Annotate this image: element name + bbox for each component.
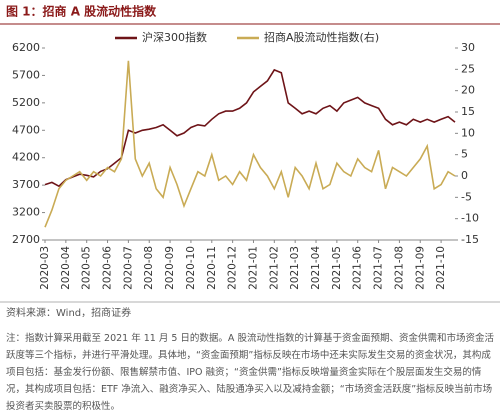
x-tick-label: 2021-06 — [352, 246, 364, 290]
x-tick-label: 2021-08 — [393, 246, 405, 290]
x-tick-label: 2020-06 — [102, 246, 114, 290]
x-tick-label: 2020-07 — [122, 246, 134, 290]
x-tick-label: 2021-07 — [373, 246, 385, 290]
y2-tick-label: 10 — [461, 126, 475, 139]
source: 资料来源：Wind，招商证券 — [6, 306, 131, 319]
y2-tick-label: 20 — [461, 84, 475, 97]
x-tick-label: 2020-12 — [227, 246, 239, 290]
y2-tick-label: -15 — [461, 233, 479, 246]
page: {"chart_data": {"type": "line", "title":… — [0, 3, 500, 412]
y2-tick-label: 25 — [461, 62, 475, 75]
y-tick-label: 4200 — [12, 151, 40, 164]
y-tick-label: 5200 — [12, 96, 40, 109]
x-tick-label: 2021-04 — [310, 246, 322, 290]
x-tick-label: 2021-01 — [247, 246, 259, 290]
x-tick-label: 2020-03 — [39, 246, 51, 290]
y2-tick-label: -5 — [461, 190, 472, 203]
x-tick-label: 2021-09 — [414, 246, 426, 290]
x-tick-label: 2020-08 — [143, 246, 155, 290]
x-tick-label: 2020-05 — [81, 246, 93, 290]
x-tick-label: 2021-05 — [331, 246, 343, 290]
x-tick-label: 2020-09 — [164, 246, 176, 290]
y-tick-label: 3700 — [12, 178, 40, 191]
x-tick-label: 2020-11 — [206, 246, 218, 290]
x-tick-label: 2021-02 — [268, 246, 280, 290]
x-tick-label: 2020-10 — [185, 246, 197, 290]
x-tick-label: 2020-04 — [60, 246, 72, 290]
line-series — [44, 68, 456, 188]
note: 注：指数计算采用截至 2021 年 11 月 5 日的数据。A 股流动性指数的计… — [6, 333, 494, 412]
legend-label: 招商A股流动性指数(右) — [264, 30, 379, 44]
y2-tick-label: 0 — [461, 169, 468, 182]
y2-tick-label: -10 — [461, 212, 479, 225]
y-tick-label: 4700 — [12, 123, 40, 136]
y-tick-label: 5700 — [12, 68, 40, 81]
y-tick-label: 6200 — [12, 41, 40, 54]
chart-title: 图 1：招商 A 股流动性指数 — [6, 4, 157, 19]
line-series — [44, 60, 456, 228]
y2-tick-label: 30 — [461, 41, 475, 54]
y2-tick-label: 15 — [461, 105, 475, 118]
x-tick-label: 2021-03 — [289, 246, 301, 290]
legend-label: 沪深300指数 — [142, 30, 207, 44]
chart: 图 1：招商 A 股流动性指数 资料来源：Wind，招商证券 2700 3200 3… — [0, 4, 500, 319]
x-tick-label: 2021-10 — [435, 246, 447, 290]
y-tick-label: 3200 — [12, 206, 40, 219]
y-tick-label: 2700 — [12, 233, 40, 246]
y2-tick-label: 5 — [461, 148, 468, 161]
